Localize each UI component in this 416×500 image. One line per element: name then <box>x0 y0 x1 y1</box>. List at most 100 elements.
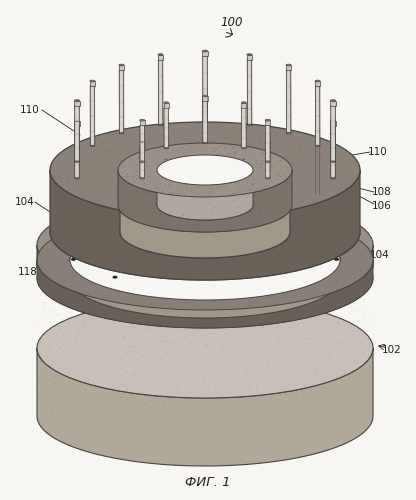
Point <box>94 298 100 306</box>
Point <box>131 344 137 351</box>
Point <box>77 208 83 216</box>
Point <box>49 374 55 382</box>
Point <box>250 180 256 188</box>
Text: 108: 108 <box>372 187 392 197</box>
Point <box>131 370 137 378</box>
Point <box>154 160 161 168</box>
Point <box>188 348 194 356</box>
Point <box>248 207 254 215</box>
Polygon shape <box>75 106 79 162</box>
Point <box>150 338 156 346</box>
Point <box>115 180 121 188</box>
Point <box>271 300 278 308</box>
Point <box>332 148 339 156</box>
Polygon shape <box>247 172 252 215</box>
Ellipse shape <box>120 144 290 196</box>
Point <box>107 300 114 308</box>
Point <box>173 146 180 154</box>
Point <box>306 198 313 205</box>
Point <box>203 342 209 349</box>
Point <box>167 322 173 330</box>
Point <box>246 302 253 310</box>
Point <box>263 403 270 411</box>
Point <box>144 276 150 284</box>
Point <box>215 207 222 215</box>
Point <box>216 140 223 148</box>
Point <box>290 348 296 356</box>
Point <box>116 150 123 158</box>
Point <box>53 298 60 306</box>
Point <box>296 135 303 143</box>
Point <box>250 284 256 292</box>
Point <box>292 390 299 398</box>
Point <box>74 372 81 380</box>
Point <box>217 290 223 298</box>
Point <box>224 134 230 142</box>
Polygon shape <box>74 100 79 105</box>
Ellipse shape <box>332 100 334 101</box>
Point <box>238 352 245 360</box>
Point <box>226 379 233 387</box>
Point <box>203 330 210 338</box>
Point <box>297 220 303 228</box>
Point <box>168 276 174 284</box>
Point <box>63 256 70 264</box>
Point <box>339 382 345 390</box>
Point <box>344 308 351 316</box>
Point <box>141 390 148 398</box>
Point <box>64 238 70 246</box>
Point <box>81 351 87 359</box>
Point <box>47 342 54 350</box>
Point <box>81 186 87 194</box>
Point <box>255 208 262 216</box>
Point <box>308 372 315 380</box>
Ellipse shape <box>120 64 123 66</box>
Point <box>248 204 255 212</box>
Point <box>62 341 68 349</box>
Point <box>91 239 97 247</box>
Point <box>245 300 252 308</box>
Point <box>209 362 216 370</box>
Point <box>238 352 245 360</box>
Point <box>60 282 67 290</box>
Point <box>205 192 211 200</box>
Point <box>299 148 306 156</box>
Point <box>359 310 366 318</box>
Point <box>152 281 158 289</box>
Ellipse shape <box>165 159 168 160</box>
Polygon shape <box>265 147 270 178</box>
Point <box>144 188 150 196</box>
Point <box>131 194 137 202</box>
Point <box>230 403 236 411</box>
Point <box>179 397 186 405</box>
Point <box>176 325 183 333</box>
Point <box>258 159 265 167</box>
Point <box>86 394 93 402</box>
Point <box>179 143 186 151</box>
Point <box>102 148 109 156</box>
Point <box>99 200 105 208</box>
Point <box>349 170 355 177</box>
Polygon shape <box>203 96 208 101</box>
Point <box>212 203 218 211</box>
Ellipse shape <box>241 102 246 104</box>
Point <box>40 304 47 312</box>
Point <box>286 151 292 159</box>
Point <box>361 366 367 374</box>
Point <box>130 210 136 218</box>
Point <box>117 324 124 332</box>
Point <box>83 302 90 310</box>
Point <box>192 190 198 198</box>
Point <box>306 154 313 162</box>
Point <box>321 329 328 337</box>
Point <box>264 360 270 368</box>
Point <box>146 132 153 140</box>
Point <box>95 212 102 220</box>
Point <box>289 158 295 166</box>
Point <box>103 390 109 398</box>
Point <box>283 172 290 179</box>
Point <box>302 336 309 344</box>
Point <box>228 408 235 416</box>
Point <box>367 252 374 260</box>
Point <box>282 204 289 212</box>
